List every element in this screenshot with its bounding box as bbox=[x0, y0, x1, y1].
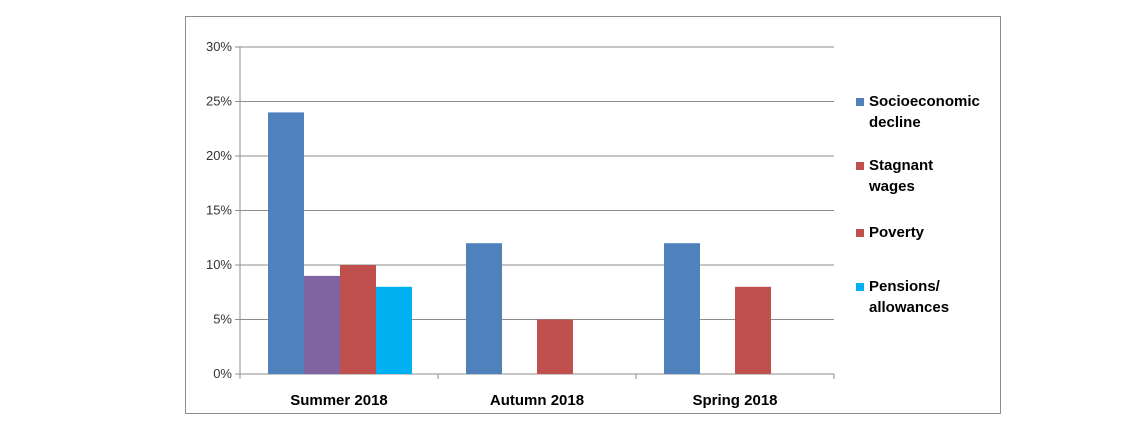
legend-label: Stagnant bbox=[869, 157, 933, 174]
legend-label: Pensions/ bbox=[869, 278, 941, 295]
y-tick-label: 15% bbox=[206, 203, 232, 218]
legend-swatch bbox=[856, 98, 864, 106]
y-tick-label: 30% bbox=[206, 39, 232, 54]
y-tick-labels: 0% 5% 10% 15% 20% 25% 30% bbox=[206, 39, 232, 381]
legend-label: Socioeconomic bbox=[869, 93, 980, 110]
bar bbox=[466, 243, 502, 374]
category-label: Spring 2018 bbox=[692, 392, 777, 409]
bar-chart: 0% 5% 10% 15% 20% 25% 30% Summer 2018 Autumn 20… bbox=[206, 39, 980, 409]
legend-label: Poverty bbox=[869, 224, 925, 241]
chart-frame: 0% 5% 10% 15% 20% 25% 30% Summer 2018 Autumn 20… bbox=[185, 16, 1001, 414]
category-label: Autumn 2018 bbox=[490, 392, 584, 409]
y-tick-label: 0% bbox=[213, 366, 232, 381]
legend: Socioeconomic decline Stagnant wages Poverty… bbox=[856, 93, 980, 316]
legend-label: wages bbox=[868, 178, 915, 195]
legend-swatch bbox=[856, 229, 864, 237]
y-tick-label: 5% bbox=[213, 312, 232, 327]
bar bbox=[304, 275, 340, 374]
bar bbox=[537, 319, 573, 374]
category-labels: Summer 2018 Autumn 2018 Spring 2018 bbox=[290, 392, 777, 409]
legend-label: allowances bbox=[869, 299, 949, 316]
bar bbox=[376, 286, 412, 374]
legend-label: decline bbox=[869, 114, 921, 131]
bar bbox=[268, 112, 304, 375]
category-label: Summer 2018 bbox=[290, 392, 388, 409]
y-tick-label: 25% bbox=[206, 94, 232, 109]
bar bbox=[340, 265, 376, 374]
bar bbox=[664, 243, 700, 374]
legend-swatch bbox=[856, 283, 864, 291]
bar bbox=[735, 286, 771, 374]
y-tick-label: 10% bbox=[206, 257, 232, 272]
legend-swatch bbox=[856, 162, 864, 170]
bars bbox=[268, 112, 771, 375]
y-tick-label: 20% bbox=[206, 148, 232, 163]
